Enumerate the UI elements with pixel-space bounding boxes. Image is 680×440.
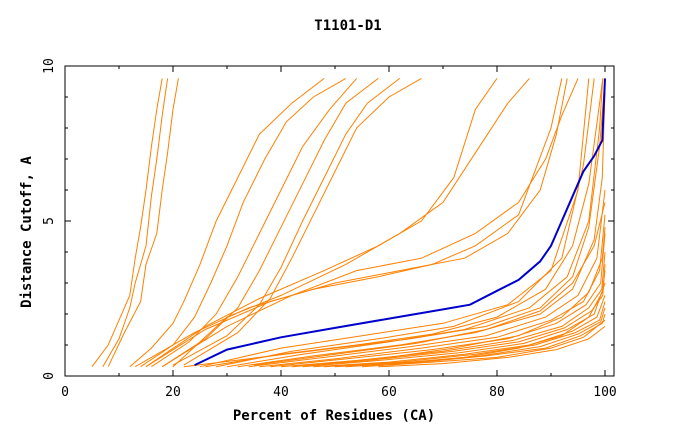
model-curve-32 (205, 78, 604, 368)
model-curve-14 (161, 78, 579, 368)
model-curve-6 (151, 78, 357, 368)
x-tick-label: 20 (165, 385, 181, 400)
model-curve-1 (91, 78, 163, 367)
ticks-layer (64, 65, 614, 377)
x-tick-label: 100 (593, 385, 616, 400)
model-curve-35 (307, 227, 606, 366)
model-curve-26 (324, 301, 606, 368)
model-curve-13 (145, 78, 568, 368)
x-axis-label: Percent of Residues (CA) (233, 408, 435, 424)
series-layer (91, 77, 606, 368)
highlight-layer (194, 78, 606, 367)
model-curve-5 (140, 77, 347, 368)
model-curve-27 (334, 307, 606, 368)
x-tick-label: 80 (489, 385, 505, 400)
model-curve-10 (145, 78, 498, 368)
x-tick-label: 0 (61, 385, 69, 400)
y-axis-label: Distance Cutoff, A (19, 156, 35, 308)
model-curve-29 (361, 319, 606, 368)
model-curve-8 (172, 78, 401, 366)
model-curve-24 (302, 282, 606, 368)
model-curve-18 (237, 90, 606, 368)
model-curve-17 (226, 78, 604, 368)
y-tick-label: 10 (42, 58, 57, 74)
chart-title: T1101-D1 (314, 18, 381, 34)
y-tick-label: 0 (42, 372, 57, 380)
model-curve-2 (102, 78, 169, 367)
model-curve-20 (259, 214, 606, 368)
model-curve-4 (129, 78, 325, 368)
highlight-curve (194, 78, 606, 367)
model-curve-15 (199, 78, 590, 368)
model-curve-7 (161, 78, 379, 368)
model-curve-23 (291, 264, 606, 368)
plot-frame (64, 65, 615, 377)
model-curve-21 (270, 233, 606, 368)
model-curve-30 (378, 326, 606, 368)
x-tick-label: 40 (273, 385, 289, 400)
model-curve-34 (253, 202, 606, 366)
model-curve-12 (134, 78, 563, 368)
y-tick-label: 5 (42, 217, 57, 225)
model-curve-9 (183, 77, 422, 366)
model-curve-33 (388, 270, 606, 366)
model-curve-19 (248, 189, 606, 368)
x-tick-label: 60 (381, 385, 397, 400)
model-curve-3 (107, 78, 179, 367)
model-curve-11 (172, 78, 530, 368)
tick-labels: 0 20 40 60 80 100 0 5 10 (42, 58, 617, 400)
